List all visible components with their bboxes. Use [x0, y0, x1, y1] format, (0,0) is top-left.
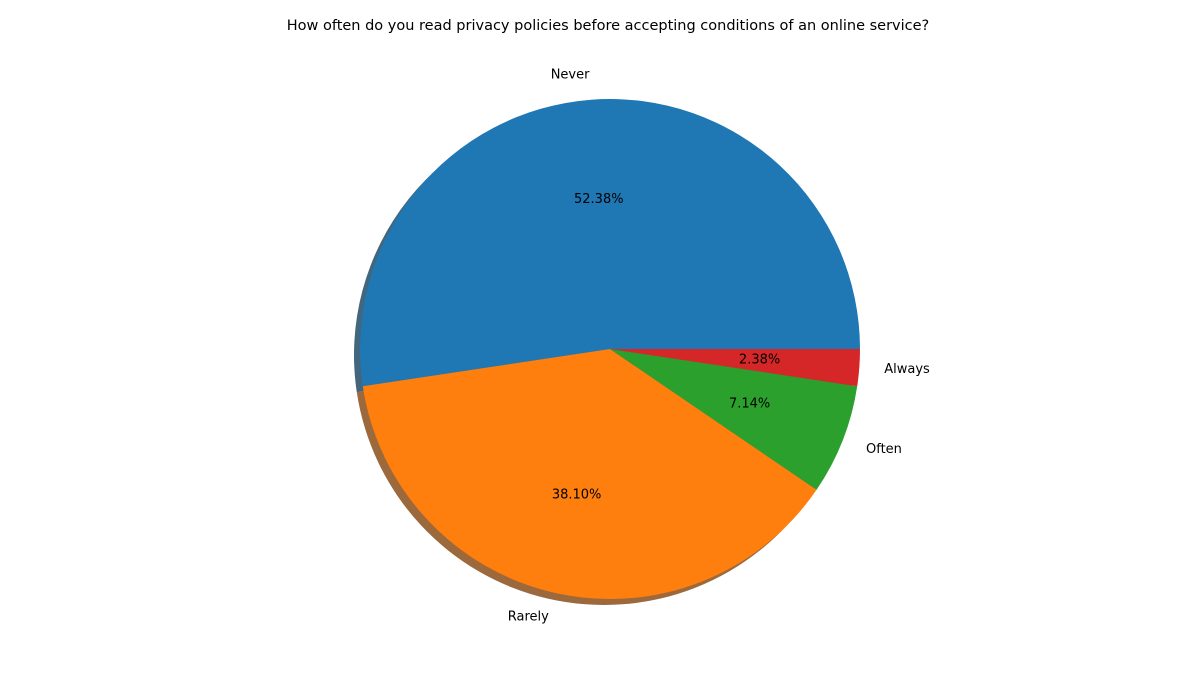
pie-labels: Never 52.38% Rarely 38.10% Often 7.14% Always 2…: [508, 67, 930, 624]
percent-label-rarely: 38.10%: [552, 488, 602, 503]
percent-label-never: 52.38%: [574, 192, 624, 207]
pie-slice-rarely: [362, 349, 817, 599]
chart-title: How often do you read privacy policies b…: [287, 18, 930, 34]
percent-label-always: 2.38%: [739, 353, 780, 368]
pie-slice-always: [610, 349, 860, 387]
pie-slice-often: [610, 349, 858, 490]
slice-label-rarely: Rarely: [508, 610, 549, 625]
slice-label-always: Always: [884, 362, 930, 377]
slice-label-never: Never: [551, 67, 590, 82]
pie-slices: [359, 99, 860, 599]
pie-slice-never: [359, 99, 860, 387]
slice-label-often: Often: [866, 442, 902, 457]
percent-label-often: 7.14%: [729, 396, 770, 411]
